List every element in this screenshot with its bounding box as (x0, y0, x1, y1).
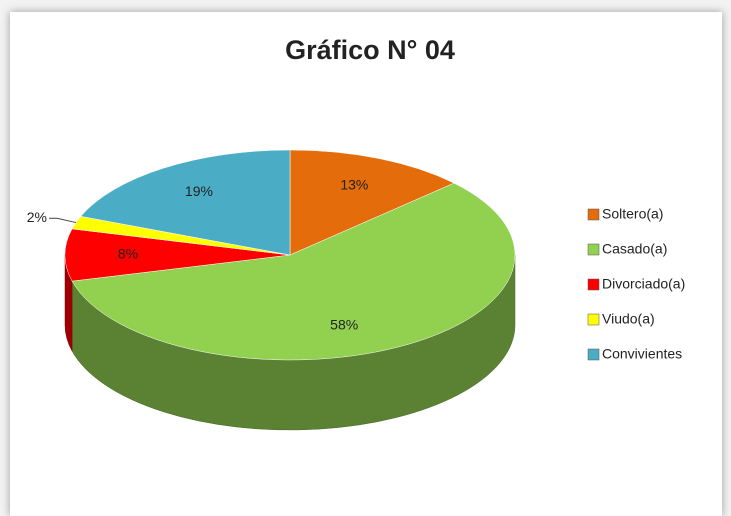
data-label: 19% (185, 183, 213, 199)
data-label: 58% (330, 317, 358, 333)
legend-swatch (587, 348, 600, 361)
legend-label: Convivientes (602, 346, 682, 362)
data-label: 2% (27, 209, 47, 225)
legend-label: Casado(a) (602, 241, 667, 257)
slice (80, 149, 291, 256)
legend-label: Viudo(a) (602, 311, 655, 327)
legend-swatch (587, 313, 600, 326)
chart-title: Gráfico N° 04 (285, 35, 455, 65)
slice (289, 149, 455, 256)
legend-swatch (587, 243, 600, 256)
leader-line (48, 217, 77, 224)
slice (64, 228, 291, 282)
legend-swatch (587, 278, 600, 291)
slice (71, 182, 516, 361)
data-label: 13% (340, 176, 368, 192)
legend-label: Soltero(a) (602, 206, 663, 222)
data-label: 8% (118, 246, 138, 262)
legend-swatch (587, 208, 600, 221)
legend-label: Divorciado(a) (602, 276, 685, 292)
